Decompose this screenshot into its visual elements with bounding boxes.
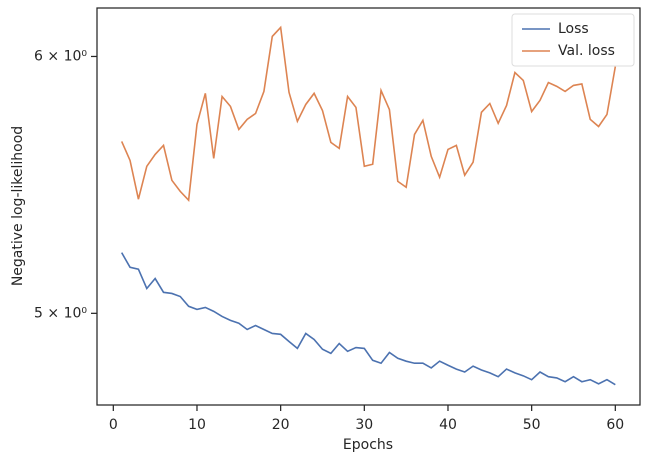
y-tick-label: 6 × 10⁰ xyxy=(34,48,87,64)
legend-box xyxy=(511,13,635,67)
x-tick-label: 60 xyxy=(606,417,624,433)
x-tick-label: 0 xyxy=(109,417,118,433)
x-tick-label: 40 xyxy=(439,417,457,433)
x-tick-label: 50 xyxy=(523,417,541,433)
series-line xyxy=(120,25,617,203)
legend-label: Val. loss xyxy=(558,43,615,59)
series-line xyxy=(120,252,616,386)
lines xyxy=(120,25,617,386)
x-tick-label: 30 xyxy=(355,417,373,433)
x-tick-label: 20 xyxy=(272,417,290,433)
x-tick-label: 10 xyxy=(188,417,206,433)
y-axis-label: Negative log-likelihood xyxy=(10,126,26,286)
y-tick-label: 5 × 10⁰ xyxy=(34,305,87,321)
x-axis-label: Epochs xyxy=(343,437,393,453)
legend-label: Loss xyxy=(558,21,589,37)
plot-area xyxy=(96,7,641,406)
